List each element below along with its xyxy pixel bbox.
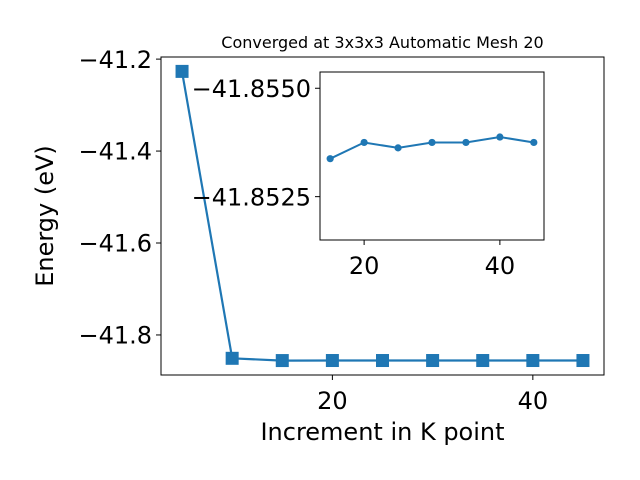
inset-data-point — [496, 133, 504, 141]
main-x-tick-label: 20 — [317, 387, 348, 415]
chart-title: Converged at 3x3x3 Automatic Mesh 20 — [221, 33, 543, 52]
main-series-markers — [175, 64, 590, 368]
inset-x-ticks: 20 40 — [349, 240, 515, 280]
main-data-point — [526, 354, 540, 368]
main-data-point — [225, 351, 239, 365]
main-data-point — [476, 354, 490, 368]
inset-y-tick-label: −41.8525 — [192, 183, 311, 211]
main-data-point — [275, 354, 289, 368]
main-y-tick-label: −41.6 — [78, 230, 152, 258]
main-y-tick-label: −41.2 — [78, 46, 152, 74]
x-axis-label: Increment in K point — [260, 418, 504, 446]
inset-plot-frame — [319, 71, 545, 241]
main-data-point — [576, 354, 590, 368]
main-data-point — [325, 354, 339, 368]
inset-x-tick-label: 20 — [349, 252, 380, 280]
main-y-tick-label: −41.4 — [78, 138, 152, 166]
inset-series-markers — [326, 133, 538, 163]
inset-background — [320, 72, 544, 240]
main-y-tick-label: −41.8 — [78, 322, 152, 350]
y-axis-label: Energy (eV) — [31, 145, 59, 287]
main-data-point — [426, 354, 440, 368]
inset-data-point — [394, 144, 402, 152]
inset-data-point — [428, 138, 436, 147]
main-axes: 20 40 −41.2−41.4−41.6−41.8 Converged at 3… — [31, 33, 605, 446]
main-plot-frame — [160, 56, 605, 376]
inset-data-point — [462, 138, 470, 147]
main-data-point — [376, 354, 389, 368]
inset-data-point — [530, 138, 538, 147]
inset-data-point — [326, 155, 334, 163]
inset-x-tick-label: 40 — [485, 252, 516, 280]
inset-y-tick-label: −41.8550 — [192, 75, 311, 103]
main-data-point — [175, 64, 189, 78]
inset-data-point — [360, 138, 368, 147]
inset-axes: 20 40 −41.8550−41.8525 — [192, 71, 545, 280]
main-x-tick-label: 40 — [518, 387, 549, 415]
main-x-ticks: 20 40 — [317, 375, 548, 415]
main-y-ticks: −41.2 −41.4 −41.6 −41.8 — [78, 46, 161, 350]
inset-y-ticks: −41.8550 −41.8525 — [192, 75, 320, 211]
